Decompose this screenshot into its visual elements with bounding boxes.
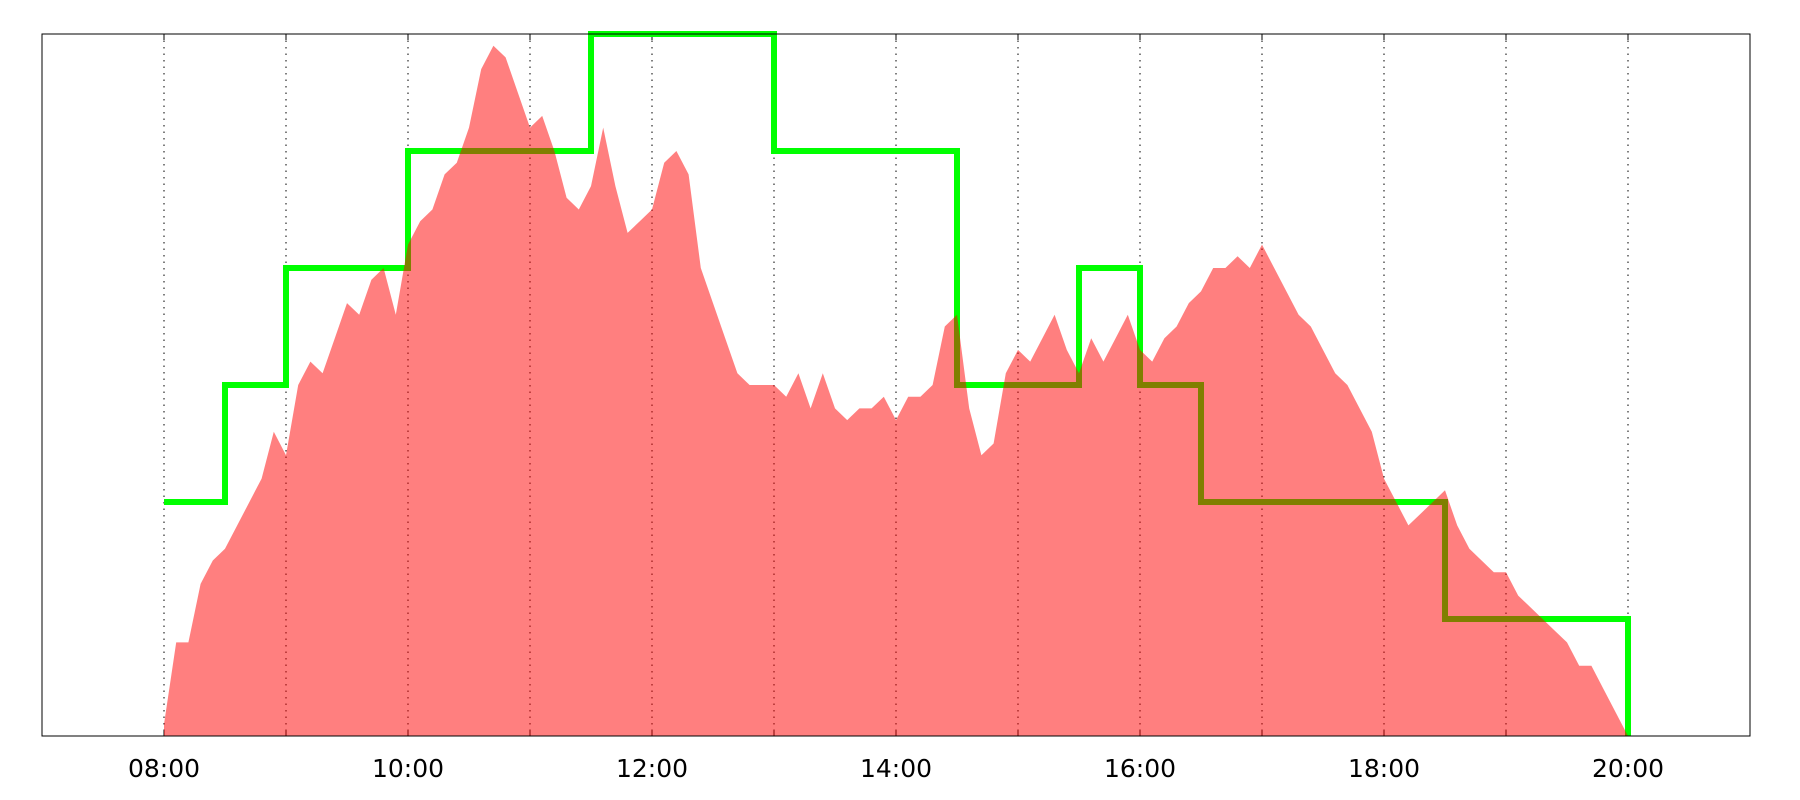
x-tick-label: 16:00 xyxy=(1104,754,1176,783)
area xyxy=(164,45,1628,736)
x-tick-label: 10:00 xyxy=(372,754,444,783)
x-tick-label: 08:00 xyxy=(128,754,200,783)
x-tick-label: 18:00 xyxy=(1348,754,1420,783)
x-tick-label: 12:00 xyxy=(616,754,688,783)
plot-frame xyxy=(41,33,1751,737)
x-tick-label: 14:00 xyxy=(860,754,932,783)
x-tick-label: 20:00 xyxy=(1592,754,1664,783)
